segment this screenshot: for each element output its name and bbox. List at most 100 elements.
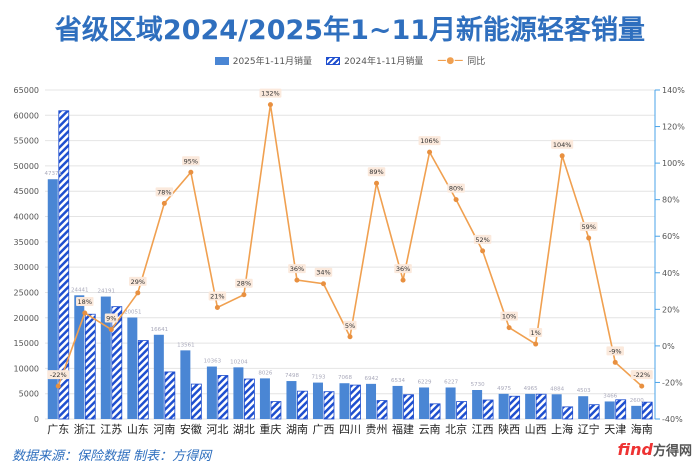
- y2-tick-label: 0%: [662, 342, 675, 351]
- y2-tick-label: 20%: [662, 305, 680, 314]
- y-tick-label: 40000: [14, 213, 39, 222]
- bar-2024: [588, 404, 600, 420]
- y-tick-label: 65000: [14, 86, 39, 95]
- yoy-data-label: -22%: [50, 371, 67, 379]
- yoy-data-label: 80%: [449, 185, 463, 193]
- bar-data-label: 6534: [391, 378, 405, 384]
- yoy-point: [267, 102, 273, 108]
- yoy-label-bg: [367, 167, 386, 177]
- yoy-point: [55, 383, 61, 389]
- bar-data-label: 4965: [524, 386, 538, 392]
- bar-2024: [562, 406, 574, 420]
- legend-item-2025[interactable]: 2025年1-11月销量: [214, 54, 313, 67]
- y-tick-label: 5000: [19, 390, 39, 399]
- bar-2025: [127, 317, 138, 419]
- yoy-point: [320, 281, 326, 287]
- x-tick-label: 重庆: [259, 422, 281, 436]
- bar-2024: [190, 383, 202, 420]
- x-tick-label: 海南: [631, 422, 653, 436]
- bar-2025: [445, 387, 456, 419]
- yoy-point: [214, 305, 220, 311]
- bar-2025: [525, 393, 536, 419]
- bar-2025: [312, 382, 323, 419]
- bar-2024: [509, 395, 521, 420]
- yoy-data-label: 104%: [553, 141, 572, 149]
- bar-data-label: 3466: [603, 393, 617, 399]
- yoy-label-bg: [606, 346, 624, 356]
- legend-item-2024[interactable]: 2024年1-11月销量: [326, 54, 423, 67]
- yoy-data-label: 1%: [530, 329, 540, 337]
- bar-data-label: 7068: [338, 375, 352, 381]
- bar-2024: [58, 110, 70, 420]
- y-tick-label: 10000: [14, 364, 39, 373]
- yoy-point: [586, 235, 592, 241]
- yoy-point: [612, 359, 618, 365]
- bar-data-label: 24191: [98, 289, 116, 295]
- bar-data-label: 6227: [444, 379, 458, 385]
- bar-data-label: 20051: [124, 310, 142, 316]
- yoy-label-bg: [235, 278, 253, 288]
- yoy-label-bg: [551, 139, 574, 149]
- x-tick-label: 广西: [312, 423, 334, 436]
- legend: 2025年1-11月销量 2024年1-11月销量 —●— 同比: [0, 54, 700, 67]
- bar-2025: [74, 295, 85, 419]
- yoy-label-bg: [182, 156, 200, 166]
- x-tick-label: 陕西: [498, 422, 520, 436]
- bar-2024: [323, 391, 335, 420]
- yoy-label-bg: [208, 291, 227, 301]
- y-tick-label: 35000: [14, 238, 39, 247]
- bar-2025: [286, 381, 297, 419]
- x-tick-label: 湖南: [286, 423, 308, 436]
- bar-2025: [419, 387, 430, 419]
- yoy-data-label: 59%: [581, 223, 595, 231]
- yoy-point: [82, 310, 88, 316]
- bar-2024: [297, 390, 308, 420]
- bar-data-label: 16641: [151, 327, 169, 333]
- y2-tick-label: 100%: [662, 159, 685, 168]
- yoy-data-label: 89%: [369, 168, 383, 176]
- bar-data-label: 7498: [285, 373, 299, 379]
- bar-2025: [153, 334, 164, 419]
- legend-item-yoy[interactable]: —●— 同比: [437, 54, 485, 68]
- bar-2025: [631, 405, 642, 419]
- y2-tick-label: 40%: [662, 269, 680, 278]
- yoy-point: [453, 197, 459, 203]
- bar-2025: [366, 383, 377, 419]
- yoy-data-label: 78%: [157, 188, 171, 196]
- y2-tick-label: 80%: [662, 196, 680, 205]
- legend-swatch: [214, 56, 229, 65]
- bar-2025: [206, 366, 217, 419]
- yoy-point: [135, 290, 141, 296]
- y-tick-label: 0: [34, 415, 39, 424]
- yoy-data-label: 52%: [475, 236, 489, 244]
- bar-data-label: 2600: [630, 398, 644, 404]
- bar-2024: [482, 399, 494, 420]
- legend-label: 2025年1-11月销量: [232, 57, 313, 67]
- bar-2024: [111, 306, 123, 420]
- yoy-data-label: 21%: [210, 293, 224, 301]
- yoy-data-label: 106%: [420, 137, 439, 145]
- x-tick-label: 安徽: [180, 422, 202, 436]
- yoy-label-bg: [447, 183, 465, 193]
- yoy-point: [427, 149, 433, 155]
- x-tick-label: 河南: [153, 423, 175, 436]
- yoy-point: [480, 248, 486, 254]
- legend-label: 2024年1-11月销量: [344, 57, 424, 67]
- yoy-label-bg: [473, 234, 492, 244]
- bar-2024: [350, 384, 361, 420]
- bar-2025: [180, 350, 191, 419]
- bar-data-label: 6942: [365, 376, 379, 382]
- yoy-label-bg: [394, 264, 412, 274]
- yoy-data-label: 95%: [184, 157, 198, 165]
- bar-data-label: 6229: [418, 379, 432, 385]
- yoy-point: [294, 277, 300, 283]
- yoy-data-label: 132%: [261, 90, 280, 98]
- y-tick-label: 15000: [14, 339, 39, 348]
- bar-2025: [100, 296, 111, 419]
- bar-2025: [259, 378, 270, 419]
- yoy-point: [347, 334, 353, 340]
- x-tick-label: 江西: [472, 423, 494, 436]
- bar-2024: [615, 399, 627, 420]
- bar-data-label: 4975: [497, 386, 511, 392]
